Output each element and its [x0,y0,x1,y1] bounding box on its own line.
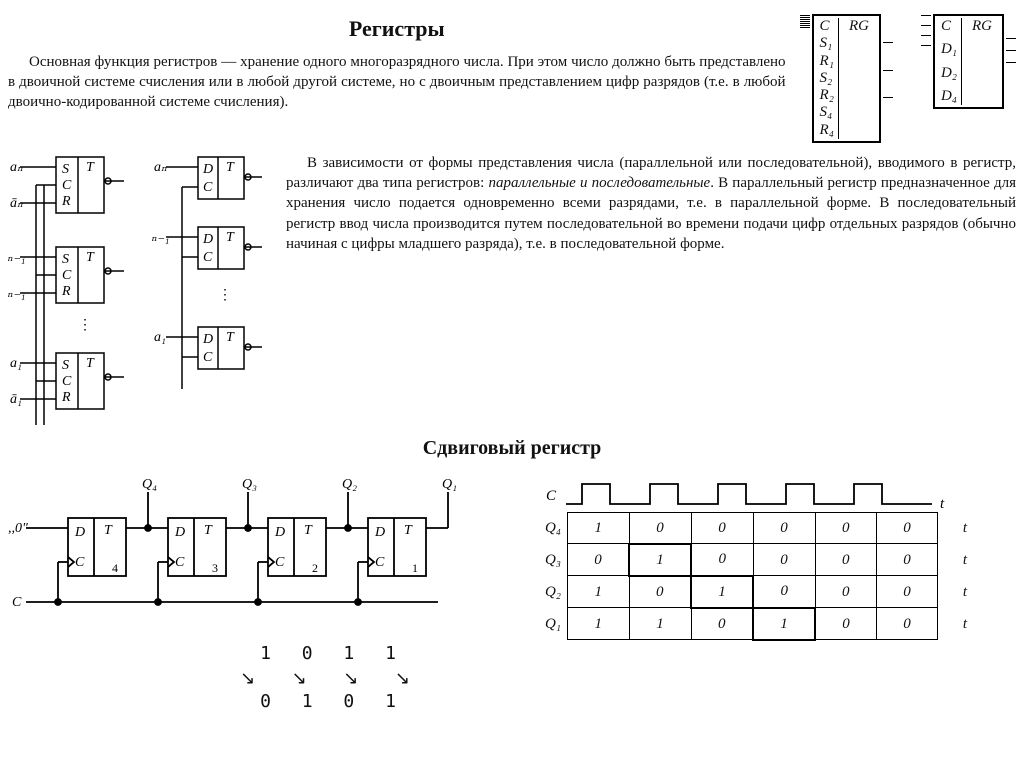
scr-trigger-column: SCR T aₙāₙ SCR T aₙ₋₁āₙ₋₁ ⋮ SC [8,149,138,429]
svg-text:C: C [546,488,557,504]
svg-text:aₙ: aₙ [10,160,23,175]
svg-text:T: T [104,523,113,538]
timing-diagram: C t Q₄ 10 00 00 t Q₃ 01 00 00 t Q₂ 10 10… [532,472,968,641]
svg-text:Q₃: Q₃ [242,477,257,492]
svg-text:D: D [74,525,85,540]
shift-register-schematic: DCT 4 Q₄ DCT 3 Q₃ DCT 2 [8,472,488,715]
svg-text:C: C [203,180,213,195]
svg-text:⋮: ⋮ [78,318,92,333]
svg-text:a₁: a₁ [10,356,22,371]
svg-text:4: 4 [112,561,118,575]
svg-text:T: T [226,330,235,345]
svg-text:R: R [61,390,71,405]
svg-text:āₙ: āₙ [10,196,23,211]
para-2: В зависимости от формы представления чис… [286,153,1016,254]
title-shift: Сдвиговый регистр [8,435,1016,462]
bits-out: 0 1 0 1 [178,690,488,714]
svg-text:R: R [61,194,71,209]
svg-text:C: C [62,178,72,193]
svg-text:Q₂: Q₂ [342,477,357,492]
svg-text:C: C [203,250,213,265]
svg-text:C: C [175,555,185,570]
svg-text:ā₁: ā₁ [10,392,22,407]
svg-text:3: 3 [212,561,218,575]
svg-text:S: S [62,162,69,177]
svg-text:T: T [304,523,313,538]
svg-text:C: C [275,555,285,570]
svg-text:D: D [202,162,213,177]
svg-text:C: C [12,595,22,610]
dc-trigger-column: DC T aₙ DC T aₙ₋₁ ⋮ DC [152,149,272,429]
svg-text:2: 2 [312,561,318,575]
svg-text:Q₁: Q₁ [442,477,457,492]
bits-in: 1 0 1 1 [178,642,488,666]
svg-text:C: C [75,555,85,570]
svg-text:T: T [86,356,95,371]
svg-text:aₙ₋₁: aₙ₋₁ [8,250,25,265]
svg-text:Q₄: Q₄ [142,477,157,492]
rg-block-1: CS₁R₁ S₂R₂S₄ R₄ RG [800,14,893,143]
rg2-output-pins [1006,14,1016,63]
svg-text:T: T [86,160,95,175]
svg-text:D: D [202,232,213,247]
svg-text:,,0": ,,0" [8,521,28,536]
svg-text:1: 1 [412,561,418,575]
svg-text:T: T [226,160,235,175]
para-1: Основная функция регистров — хранение од… [8,52,786,113]
timing-table: Q₄ 10 00 00 t Q₃ 01 00 00 t Q₂ 10 10 00 … [532,512,968,641]
rg1-output-pins [883,14,893,98]
rg2-input-pins [921,14,931,46]
svg-text:C: C [375,555,385,570]
svg-text:S: S [62,252,69,267]
svg-text:C: C [203,350,213,365]
title-main: Регистры [8,14,786,44]
svg-text:t: t [940,496,945,512]
svg-text:D: D [374,525,385,540]
svg-text:T: T [226,230,235,245]
svg-text:D: D [202,332,213,347]
svg-text:S: S [62,358,69,373]
svg-text:C: C [62,374,72,389]
shift-arrows: ↘ ↘ ↘ ↘ [178,666,488,690]
svg-text:āₙ₋₁: āₙ₋₁ [8,286,25,301]
svg-text:D: D [274,525,285,540]
rg-block-2: C D₁ D₂ D₄ RG [921,14,1016,143]
svg-text:R: R [61,284,71,299]
svg-text:a₁: a₁ [154,330,166,345]
svg-text:T: T [404,523,413,538]
rg1-input-pins [800,14,810,28]
svg-text:T: T [86,250,95,265]
svg-text:aₙ₋₁: aₙ₋₁ [152,230,169,245]
svg-text:T: T [204,523,213,538]
svg-text:aₙ: aₙ [154,160,167,175]
svg-text:C: C [62,268,72,283]
svg-text:D: D [174,525,185,540]
svg-text:⋮: ⋮ [218,288,232,303]
